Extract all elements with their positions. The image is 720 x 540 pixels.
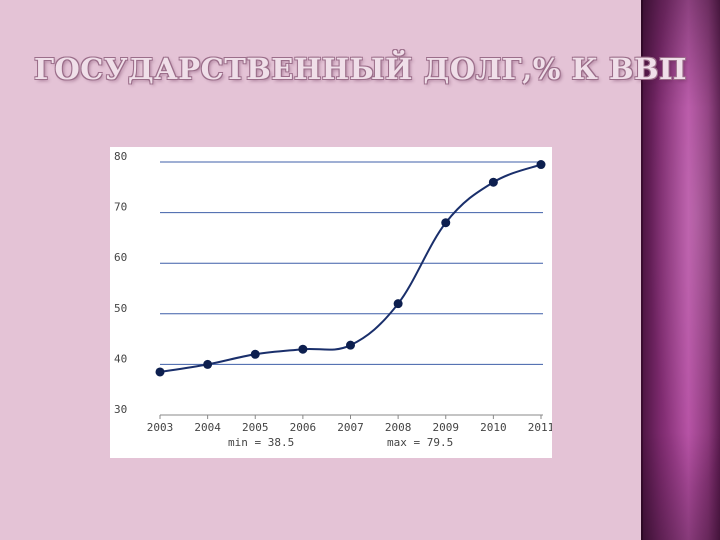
y-tick-label: 30 [114, 403, 127, 416]
y-tick-label: 70 [114, 201, 127, 214]
x-tick-label: 2005 [242, 421, 269, 434]
x-tick-label: 2004 [194, 421, 221, 434]
slide-title: ГОСУДАРСТВЕННЫЙ ДОЛГ,% К ВВП [34, 52, 687, 86]
x-tick-label: 2010 [480, 421, 507, 434]
data-point [298, 344, 308, 354]
data-point [250, 349, 260, 359]
y-tick-label: 80 [114, 150, 127, 163]
x-tick-label: 2008 [385, 421, 412, 434]
y-tick-labels: 30 40 50 60 70 80 [114, 150, 127, 416]
y-tick-label: 50 [114, 302, 127, 315]
x-tick-label: 2011 [528, 421, 552, 434]
data-point [393, 299, 403, 309]
data-point [155, 367, 165, 377]
y-tick-label: 40 [114, 352, 127, 365]
data-point [441, 218, 451, 228]
max-stat-label: max = 79.5 [387, 436, 453, 449]
x-tick-label: 2009 [433, 421, 460, 434]
x-tick-labels: 2003 2004 2005 2006 2007 2008 2009 2010 2011 [147, 415, 554, 434]
data-point [488, 177, 498, 187]
data-point [203, 359, 213, 369]
x-tick-label: 2003 [147, 421, 174, 434]
decorative-side-bar [641, 0, 720, 540]
x-tick-label: 2006 [290, 421, 317, 434]
series-markers [155, 160, 546, 377]
x-tick-label: 2007 [337, 421, 364, 434]
y-tick-label: 60 [114, 251, 127, 264]
min-stat-label: min = 38.5 [228, 436, 294, 449]
grid-layer [160, 161, 543, 416]
data-point [536, 160, 546, 170]
chart-container: 30 40 50 60 70 80 2003 2004 2005 2006 2007 2008 200… [110, 147, 554, 458]
data-point [346, 340, 355, 350]
